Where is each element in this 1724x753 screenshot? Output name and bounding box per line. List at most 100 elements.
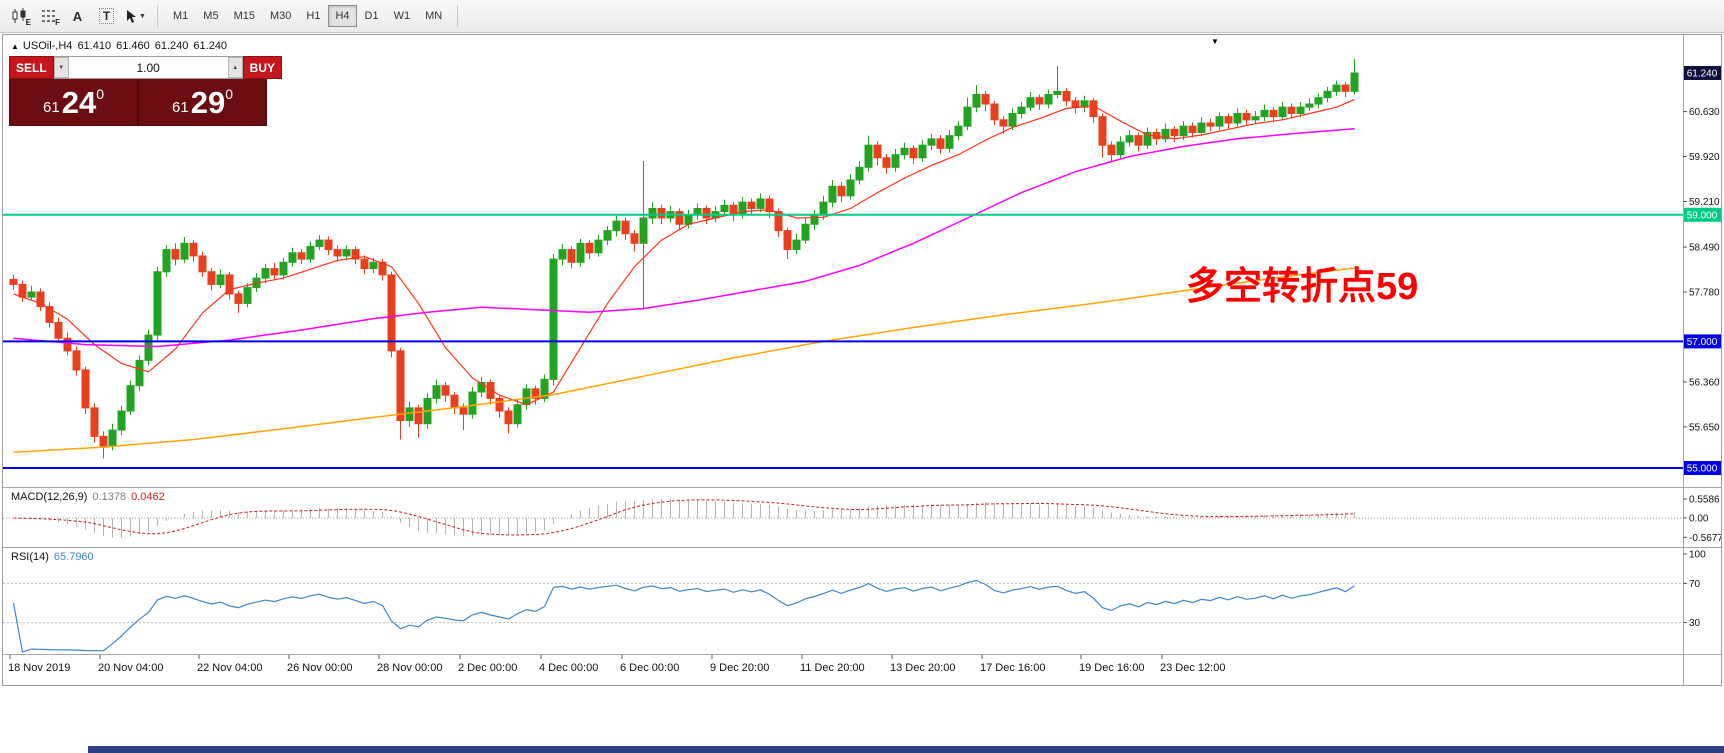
tf-button-m30[interactable]: M30 [263,5,298,27]
rsi-pane: 100 70 30 [3,550,1706,653]
text-tool-button[interactable]: T [93,4,120,28]
svg-text:19 Dec 16:00: 19 Dec 16:00 [1079,662,1144,674]
svg-text:18 Nov 2019: 18 Nov 2019 [8,662,70,674]
svg-text:6 Dec 00:00: 6 Dec 00:00 [620,662,679,674]
candlestick-chart-button[interactable]: E [6,4,33,28]
ma-slow-line[interactable] [13,267,1355,453]
svg-text:57.780: 57.780 [1689,288,1720,299]
tf-button-d1[interactable]: D1 [358,5,386,27]
svg-text:59.000: 59.000 [1687,210,1718,221]
svg-text:56.360: 56.360 [1689,377,1720,388]
tf-button-w1[interactable]: W1 [387,5,418,27]
macd-signal-value: 0.0462 [131,491,165,503]
svg-text:60.630: 60.630 [1689,107,1720,118]
sell-price-big: 24 [61,84,97,120]
sell-button[interactable]: SELL [9,56,54,79]
sell-price-prefix: 61 [43,98,60,116]
time-axis: 18 Nov 2019 20 Nov 04:00 22 Nov 04:00 26 No… [8,655,1225,674]
svg-text:9 Dec 20:00: 9 Dec 20:00 [710,662,769,674]
timeframe-group: M1 M5 M15 M30 H1 H4 D1 W1 MN [166,5,449,27]
svg-text:28 Nov 00:00: 28 Nov 00:00 [377,662,442,674]
svg-text:20 Nov 04:00: 20 Nov 04:00 [98,662,163,674]
dropdown-arrow-icon: ▼ [139,12,146,20]
buy-price-pr efix: 61 [172,98,189,116]
volume-input[interactable] [68,57,228,78]
quote-bar: ▲ USOil-,H4 61.410 61.460 61.240 61.240 [11,40,232,52]
macd-signal-line [13,499,1355,536]
pane-frame [3,35,1721,685]
sell-price-display[interactable]: 61 24 0 [10,79,139,125]
rsi-indicator-label: RSI(14) 65.7960 [11,551,99,563]
arrow-tool-button[interactable]: A [64,4,91,28]
tf-button-h4[interactable]: H4 [328,5,357,27]
toolbar-separator [157,5,158,27]
letter-t-icon: T [98,8,115,24]
svg-text:30: 30 [1689,618,1701,629]
ma-fast-line[interactable] [13,99,1355,406]
buy-price-sup: 0 [225,86,233,102]
toolbar-separator [457,5,459,27]
collapse-panel-icon[interactable]: ▲ [11,42,19,51]
macd-indicator-label: MACD(12,26,9) 0.1378 0.0462 [11,491,170,503]
buy-price-display[interactable]: 61 29 0 [139,79,266,125]
cursor-tool-button[interactable]: ▼ [122,4,149,28]
svg-text:61.240: 61.240 [1687,68,1718,79]
svg-text:23 Dec 12:00: 23 Dec 12:00 [1160,662,1225,674]
macd-name: MACD(12,26,9) [11,491,88,503]
macd-pane: 0.5586 0.00 -0.5677 [3,495,1721,544]
svg-text:4 Dec 00:00: 4 Dec 00:00 [539,662,598,674]
button-sub-label: E [25,18,31,27]
svg-text:-0.5677: -0.5677 [1689,533,1721,544]
svg-text:2 Dec 00:00: 2 Dec 00:00 [458,662,517,674]
candles-layer [9,59,1359,459]
rsi-name: RSI(14) [11,551,49,563]
svg-text:59.210: 59.210 [1689,197,1720,208]
tf-button-h1[interactable]: H1 [299,5,327,27]
chart-shift-marker-icon[interactable]: ▼ [1211,37,1219,46]
symbol-period-label: USOil-,H4 [22,40,73,52]
svg-text:0.00: 0.00 [1689,514,1709,525]
macd-main-value: 0.1378 [92,491,127,503]
chart-window: 59.000 57.000 55.000 60.630 59.920 59.210 58.4… [2,34,1722,686]
quote-close: 61.240 [193,40,228,52]
volume-field: ▼ ▲ [53,56,243,79]
trade-controls-row: SELL ▼ ▲ BUY [9,56,283,79]
quote-low: 61.240 [154,40,189,52]
ma-mid-line[interactable] [13,127,1355,348]
buy-price-big: 29 [190,84,226,120]
cursor-icon [127,9,137,23]
price-axis: 60.630 59.920 59.210 58.490 57.780 56.360 55.6… [1683,65,1721,433]
tf-button-m5[interactable]: M5 [196,5,225,27]
svg-text:55.000: 55.000 [1687,464,1718,475]
toolbar: E F A T ▼ M1 M5 M15 M30 H1 H4 D1 W1 MN [0,0,1724,33]
candlestick-chart-icon [12,8,25,23]
svg-text:22 Nov 04:00: 22 Nov 04:00 [197,662,262,674]
volume-decrease-button[interactable]: ▼ [53,57,69,78]
chart-canvas[interactable]: 59.000 57.000 55.000 60.630 59.920 59.210 58.4… [3,35,1721,685]
button-sub-label: F [55,18,60,27]
current-price-badge [1684,65,1721,80]
svg-text:70: 70 [1689,579,1701,590]
trend-annotation-text[interactable]: 多空转折点59 [1186,266,1419,308]
svg-text:11 Dec 20:00: 11 Dec 20:00 [800,662,865,674]
buy-button[interactable]: BUY [242,56,283,79]
tf-button-m15[interactable]: M15 [227,5,262,27]
trade-prices-row: 61 24 0 61 29 0 [9,79,267,126]
rsi-value: 65.7960 [53,551,94,563]
svg-text:0.5586: 0.5586 [1689,495,1720,506]
volume-increase-button[interactable]: ▲ [227,57,243,78]
quote-high: 61.460 [116,40,150,52]
tf-button-m1[interactable]: M1 [166,5,195,27]
moving-averages-layer [13,99,1355,453]
tf-button-mn[interactable]: MN [418,5,449,27]
svg-text:26 Nov 00:00: 26 Nov 00:00 [287,662,352,674]
svg-text:58.490: 58.490 [1689,243,1720,254]
indicators-list-icon [41,10,56,22]
taskbar-edge[interactable] [88,746,1724,753]
sell-price-sup: 0 [96,86,104,102]
svg-text:100: 100 [1689,550,1706,561]
indicators-list-button[interactable]: F [35,4,62,28]
svg-text:13 Dec 20:00: 13 Dec 20:00 [890,662,955,674]
svg-text:55.650: 55.650 [1689,422,1720,433]
